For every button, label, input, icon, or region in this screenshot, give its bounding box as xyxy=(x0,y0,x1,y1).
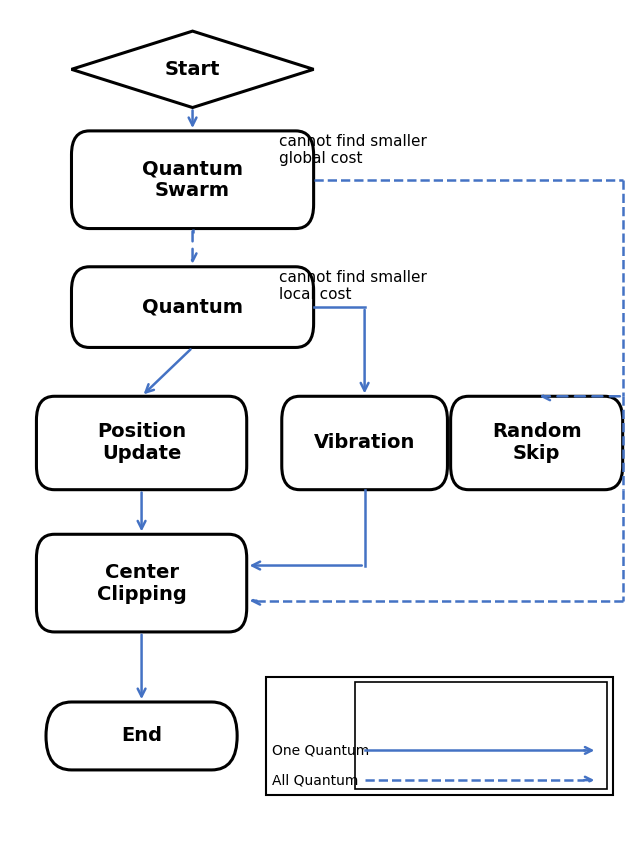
Text: One Quantum: One Quantum xyxy=(272,744,369,757)
FancyBboxPatch shape xyxy=(266,676,613,796)
FancyBboxPatch shape xyxy=(36,534,246,632)
FancyBboxPatch shape xyxy=(72,267,314,348)
FancyBboxPatch shape xyxy=(355,682,607,790)
Text: Random
Skip: Random Skip xyxy=(492,423,582,463)
Text: Position
Update: Position Update xyxy=(97,423,186,463)
Text: Quantum
Swarm: Quantum Swarm xyxy=(142,159,243,200)
Text: Start: Start xyxy=(165,60,220,79)
Text: cannot find smaller
local cost: cannot find smaller local cost xyxy=(278,270,426,302)
FancyBboxPatch shape xyxy=(36,396,246,490)
FancyBboxPatch shape xyxy=(46,702,237,770)
Text: All Quantum: All Quantum xyxy=(272,773,358,787)
Text: Center
Clipping: Center Clipping xyxy=(97,562,186,603)
Text: cannot find smaller
global cost: cannot find smaller global cost xyxy=(278,134,426,166)
FancyBboxPatch shape xyxy=(282,396,447,490)
Text: Quantum: Quantum xyxy=(142,297,243,317)
FancyBboxPatch shape xyxy=(72,131,314,228)
Text: Vibration: Vibration xyxy=(314,434,415,452)
Text: End: End xyxy=(121,727,162,746)
FancyBboxPatch shape xyxy=(451,396,623,490)
Polygon shape xyxy=(72,32,314,107)
